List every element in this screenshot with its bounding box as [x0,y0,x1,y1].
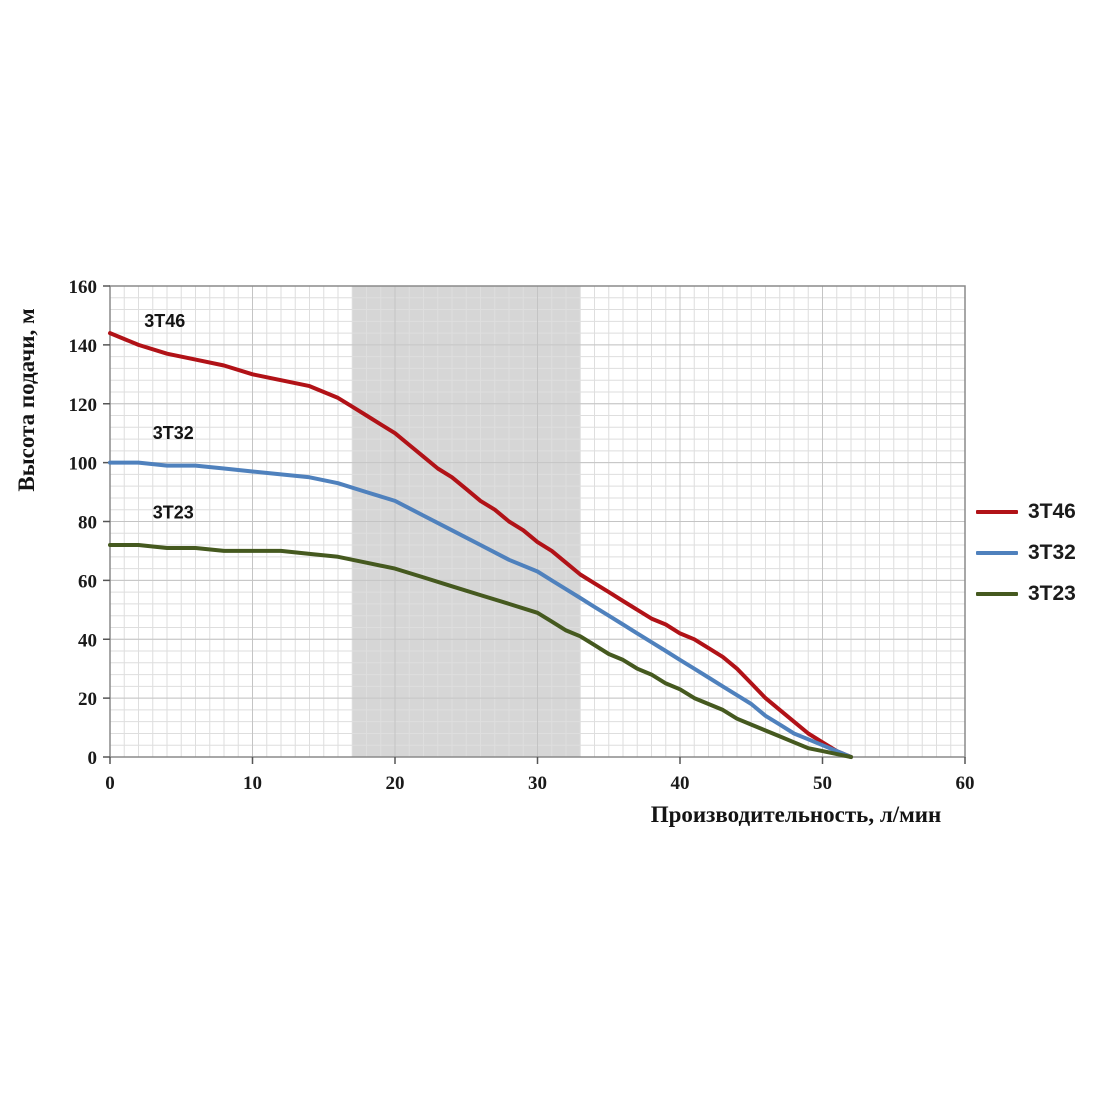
x-tick-label: 30 [528,773,547,794]
series-label-3T32: 3T32 [153,423,194,443]
y-tick-label: 80 [78,513,97,534]
series-label-3T23: 3T23 [153,503,194,523]
legend-swatch-3T32 [976,551,1018,555]
x-tick-label: 50 [813,773,832,794]
y-tick-label: 100 [69,454,98,475]
y-tick-label: 0 [88,748,98,769]
legend-swatch-3T23 [976,592,1018,596]
y-tick-label: 60 [78,571,97,592]
legend-swatch-3T46 [976,510,1018,514]
x-tick-label: 10 [243,773,262,794]
series-line-3T46 [108,331,853,759]
y-tick-label: 140 [69,336,98,357]
y-tick-label: 160 [69,277,98,298]
x-tick-label: 40 [671,773,690,794]
x-axis-title: Производительность, л/мин [650,802,942,827]
y-tick-label: 120 [69,395,98,416]
series-line-3T32 [108,460,853,759]
legend-item-3T32: 3T32 [976,541,1076,565]
legend: 3T46 3T32 3T23 [976,500,1076,606]
legend-item-3T46: 3T46 [976,500,1076,524]
y-tick-label: 40 [78,630,97,651]
legend-label-3T32: 3T32 [1028,541,1076,564]
legend-item-3T23: 3T23 [976,582,1076,606]
series-line-3T23 [108,543,853,759]
x-tick-label: 60 [956,773,975,794]
x-tick-label: 0 [105,773,115,794]
series-label-3T46: 3T46 [144,311,185,331]
y-tick-label: 20 [78,689,97,710]
x-tick-label: 20 [386,773,405,794]
legend-label-3T23: 3T23 [1028,582,1076,605]
legend-label-3T46: 3T46 [1028,500,1076,523]
